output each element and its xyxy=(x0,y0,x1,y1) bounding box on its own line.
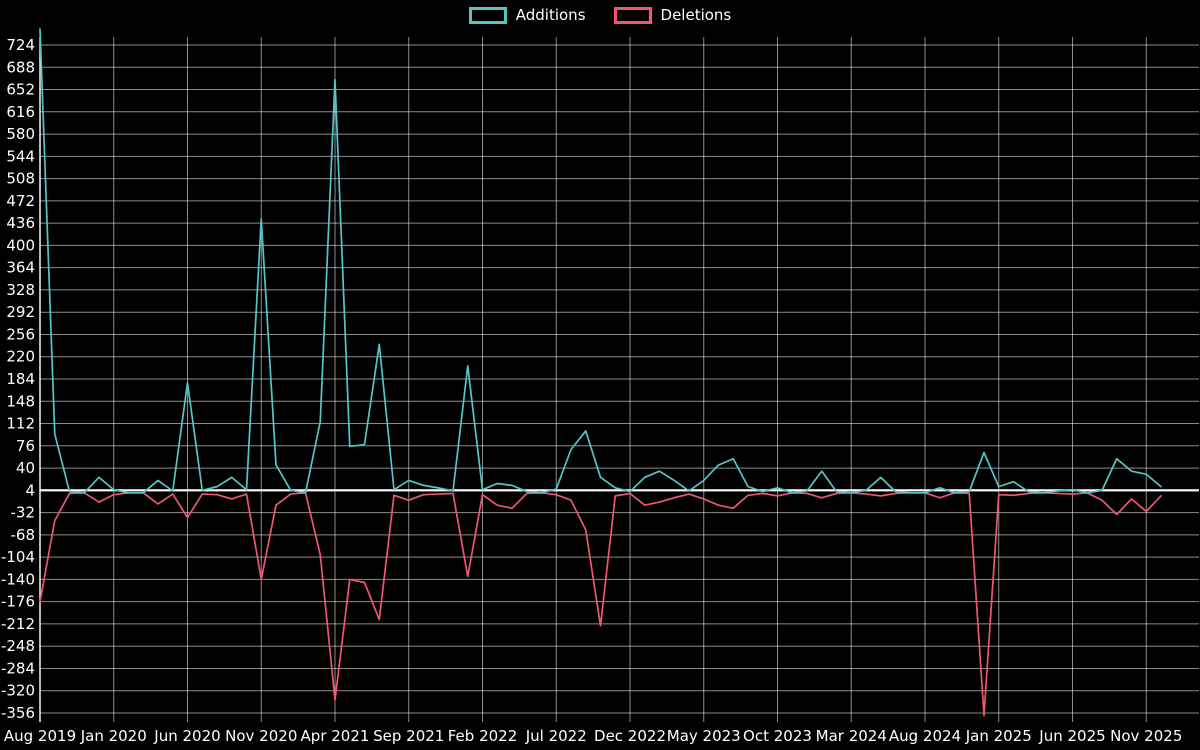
svg-text:652: 652 xyxy=(6,81,35,99)
svg-text:Mar 2024: Mar 2024 xyxy=(816,727,887,745)
legend-item-deletions[interactable]: Deletions xyxy=(613,6,732,24)
chart-legend: Additions Deletions xyxy=(0,7,1200,24)
svg-text:-68: -68 xyxy=(11,526,36,544)
deletions-swatch-icon xyxy=(613,7,652,24)
svg-text:292: 292 xyxy=(6,303,35,321)
svg-text:-104: -104 xyxy=(1,548,35,566)
svg-text:-212: -212 xyxy=(1,615,35,633)
svg-text:688: 688 xyxy=(6,58,35,76)
svg-text:256: 256 xyxy=(6,325,35,343)
svg-text:Sep 2021: Sep 2021 xyxy=(373,727,444,745)
legend-item-additions[interactable]: Additions xyxy=(468,6,586,24)
svg-text:472: 472 xyxy=(6,192,35,210)
svg-text:724: 724 xyxy=(6,36,35,54)
svg-text:364: 364 xyxy=(6,259,35,277)
svg-text:Jan 2020: Jan 2020 xyxy=(80,727,147,745)
svg-text:Nov 2025: Nov 2025 xyxy=(1110,727,1182,745)
svg-text:76: 76 xyxy=(16,437,35,455)
svg-text:220: 220 xyxy=(6,348,35,366)
svg-text:Aug 2024: Aug 2024 xyxy=(889,727,961,745)
svg-text:616: 616 xyxy=(6,103,35,121)
svg-text:580: 580 xyxy=(6,125,35,143)
svg-text:Apr 2021: Apr 2021 xyxy=(301,727,370,745)
svg-text:-176: -176 xyxy=(1,593,35,611)
svg-text:Nov 2020: Nov 2020 xyxy=(225,727,297,745)
svg-text:544: 544 xyxy=(6,147,35,165)
svg-text:Jun 2025: Jun 2025 xyxy=(1038,727,1105,745)
svg-text:-248: -248 xyxy=(1,637,35,655)
svg-text:-284: -284 xyxy=(1,659,35,677)
svg-text:40: 40 xyxy=(16,459,35,477)
legend-label-deletions: Deletions xyxy=(660,6,732,24)
svg-text:-356: -356 xyxy=(1,704,35,722)
svg-text:Jan 2025: Jan 2025 xyxy=(965,727,1032,745)
svg-text:112: 112 xyxy=(6,415,35,433)
svg-text:Feb 2022: Feb 2022 xyxy=(448,727,518,745)
svg-text:Jun 2020: Jun 2020 xyxy=(153,727,220,745)
additions-swatch-icon xyxy=(468,7,507,24)
svg-text:-140: -140 xyxy=(1,570,35,588)
svg-text:4: 4 xyxy=(25,481,35,499)
svg-text:148: 148 xyxy=(6,392,35,410)
svg-text:508: 508 xyxy=(6,170,35,188)
svg-text:Jul 2022: Jul 2022 xyxy=(525,727,587,745)
svg-text:Dec 2022: Dec 2022 xyxy=(594,727,666,745)
svg-text:400: 400 xyxy=(6,236,35,254)
svg-text:Aug 2019: Aug 2019 xyxy=(4,727,76,745)
svg-text:May 2023: May 2023 xyxy=(667,727,741,745)
svg-text:184: 184 xyxy=(6,370,35,388)
svg-text:436: 436 xyxy=(6,214,35,232)
svg-text:Oct 2023: Oct 2023 xyxy=(743,727,812,745)
svg-text:328: 328 xyxy=(6,281,35,299)
svg-text:-320: -320 xyxy=(1,682,35,700)
svg-text:-32: -32 xyxy=(11,504,36,522)
legend-label-additions: Additions xyxy=(515,6,586,24)
